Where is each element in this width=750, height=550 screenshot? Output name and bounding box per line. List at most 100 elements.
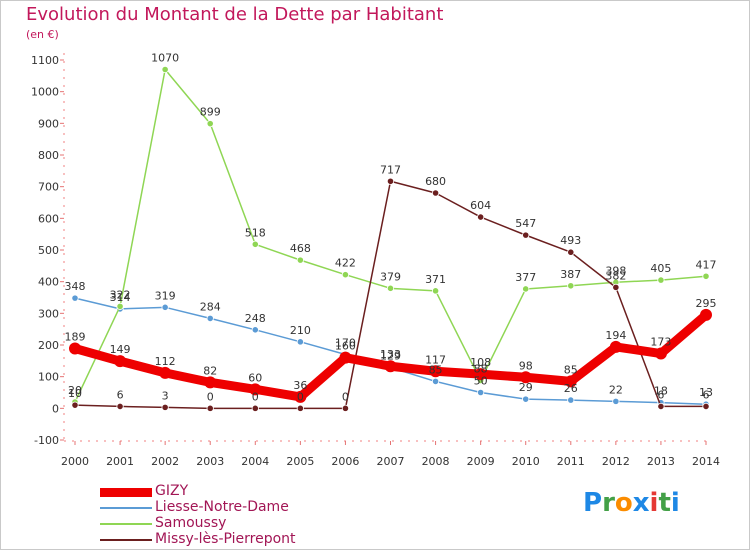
data-label: 117: [425, 353, 446, 366]
data-label: 10: [68, 387, 82, 400]
data-point: [384, 360, 397, 373]
legend-item: GIZY: [100, 483, 360, 500]
data-point: [294, 390, 307, 403]
data-point: [431, 287, 440, 295]
data-label: 0: [252, 390, 259, 403]
data-point: [564, 375, 577, 388]
data-label: 319: [155, 289, 176, 302]
y-tick-label: 100: [38, 371, 59, 384]
legend-swatch: [100, 539, 152, 541]
data-point: [116, 402, 124, 411]
data-point: [519, 371, 532, 384]
x-tick-label: 2010: [512, 455, 540, 468]
data-label: 422: [335, 257, 356, 270]
data-point: [477, 213, 485, 221]
data-point: [609, 340, 622, 353]
data-point: [431, 189, 440, 197]
data-point: [339, 351, 352, 364]
x-tick-label: 2012: [602, 455, 630, 468]
data-point: [206, 314, 214, 322]
logo-letter: i: [670, 488, 680, 518]
data-point: [477, 388, 485, 397]
logo-letter: P: [583, 488, 603, 518]
data-point: [522, 231, 530, 239]
y-tick-label: 600: [38, 212, 59, 225]
legend-swatch: [100, 507, 152, 509]
data-label: 60: [248, 371, 262, 384]
x-tick-label: 2013: [647, 455, 675, 468]
y-tick-label: 500: [38, 244, 59, 257]
data-label: 108: [470, 356, 491, 369]
legend-label: Liesse-Notre-Dame: [155, 499, 289, 515]
logo-letter: i: [649, 488, 659, 518]
data-label: 129: [380, 349, 401, 362]
data-point: [296, 404, 304, 412]
legend-swatch: [100, 487, 152, 497]
y-tick-label: 800: [38, 149, 59, 162]
data-label: 0: [297, 390, 304, 403]
data-label: 6: [657, 388, 664, 401]
data-point: [657, 402, 665, 411]
data-point: [522, 285, 530, 293]
data-point: [161, 303, 169, 311]
x-tick-label: 2005: [286, 455, 314, 468]
data-label: 82: [203, 364, 217, 377]
data-point: [702, 402, 710, 411]
legend-item: Missy-lès-Pierrepont: [100, 531, 360, 548]
data-label: 295: [696, 297, 717, 310]
x-tick-label: 2000: [61, 455, 89, 468]
data-label: 170: [335, 337, 356, 350]
data-point: [341, 271, 350, 279]
data-point: [474, 368, 487, 381]
data-label: 18: [654, 385, 668, 398]
y-tick-label: -100: [34, 434, 59, 447]
x-tick-label: 2001: [106, 455, 134, 468]
data-point: [654, 347, 667, 360]
data-point: [204, 376, 217, 389]
data-point: [71, 294, 79, 302]
data-point: [296, 256, 304, 264]
data-point: [251, 404, 259, 412]
data-point: [567, 396, 575, 404]
data-label: 85: [564, 363, 578, 376]
data-label: 405: [650, 262, 671, 275]
x-tick-label: 2007: [377, 455, 405, 468]
legend-item: Samoussy: [100, 515, 360, 532]
y-tick-label: 900: [38, 117, 59, 130]
data-point: [71, 401, 79, 409]
data-label: 3: [162, 389, 169, 402]
data-point: [522, 395, 530, 403]
data-point: [386, 177, 395, 185]
data-point: [700, 308, 712, 321]
data-label: 398: [605, 264, 626, 277]
data-point: [206, 404, 214, 412]
data-point: [206, 120, 214, 128]
data-label: 210: [290, 324, 311, 337]
data-label: 160: [335, 340, 356, 353]
legend-swatch: [100, 523, 152, 525]
data-label: 371: [425, 273, 446, 286]
data-point: [567, 248, 575, 256]
data-point: [69, 342, 81, 355]
data-label: 382: [605, 269, 626, 282]
data-label: 0: [342, 390, 349, 403]
x-tick-label: 2004: [241, 455, 269, 468]
data-label: 248: [245, 312, 266, 325]
y-tick-label: 1000: [31, 86, 59, 99]
data-label: 133: [380, 348, 401, 361]
data-label: 20: [68, 384, 82, 397]
data-label: 98: [519, 359, 533, 372]
data-point: [431, 377, 440, 386]
data-label: 112: [155, 355, 176, 368]
data-label: 604: [470, 199, 491, 212]
data-label: 36: [293, 379, 307, 392]
data-label: 493: [560, 234, 581, 247]
x-tick-label: 2002: [151, 455, 179, 468]
data-label: 29: [519, 381, 533, 394]
x-tick-label: 2014: [692, 455, 720, 468]
data-point: [612, 283, 620, 291]
data-label: 547: [515, 217, 536, 230]
data-point: [657, 276, 665, 284]
data-point: [116, 302, 124, 310]
y-tick-label: 300: [38, 307, 59, 320]
